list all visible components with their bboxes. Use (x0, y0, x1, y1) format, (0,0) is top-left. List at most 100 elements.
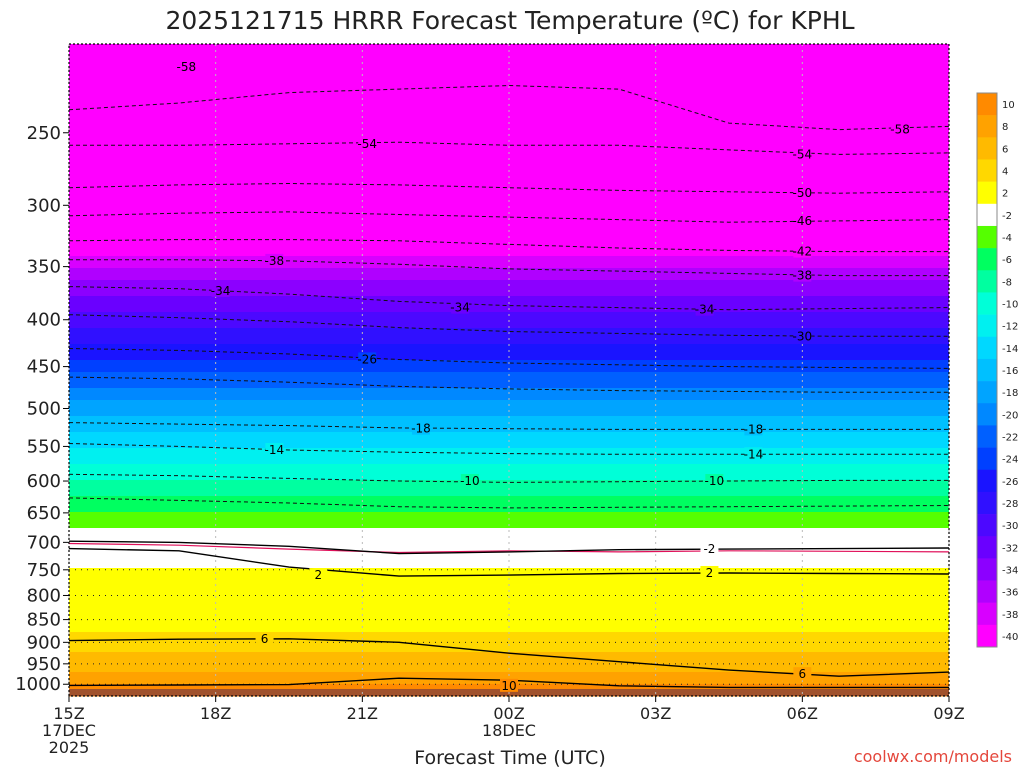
temperature-band (69, 92, 949, 97)
temperature-band (69, 376, 949, 381)
contour-label-bg (451, 300, 470, 314)
credit-link[interactable]: coolwx.com/models (854, 747, 1012, 766)
contours-solid: -2 2 2 6 6 10 (68, 540, 950, 693)
temperature-band (69, 668, 949, 673)
contour-label-bg (700, 565, 719, 579)
temperature-band (69, 644, 949, 649)
colorbar-label: -30 (1002, 521, 1018, 532)
contour-label-bg (793, 329, 812, 343)
temperature-band (69, 580, 949, 585)
temperature-band (69, 448, 949, 453)
colorbar-swatch (977, 514, 997, 537)
contour-label: -34 (211, 284, 231, 298)
temperature-band (69, 596, 949, 601)
temperature-band (69, 604, 949, 609)
temperature-band (69, 292, 949, 297)
temperature-band (69, 208, 949, 213)
chart-title: 2025121715 HRRR Forecast Temperature (ºC… (165, 6, 854, 35)
y-tick-label: 300 (27, 195, 61, 216)
colorbar-label: -6 (1002, 255, 1012, 266)
temperature-band (69, 592, 949, 597)
colorbar-swatch (977, 403, 997, 426)
colorbar-label: -10 (1002, 300, 1018, 311)
colorbar-swatch (977, 624, 997, 648)
temperature-band (69, 568, 949, 573)
contour-label-bg (358, 352, 377, 366)
contour-label: 6 (799, 667, 807, 681)
temperature-band (69, 356, 949, 361)
colorbar-swatch (977, 447, 997, 471)
colorbar-label: -14 (1002, 344, 1018, 355)
temperature-band (69, 584, 949, 589)
colorbar-swatch (977, 358, 997, 382)
colorbar-frame (976, 92, 998, 648)
colorbar-label: -2 (1002, 211, 1012, 222)
temperature-band (69, 352, 949, 357)
temperature-band (69, 296, 949, 301)
y-tick-label: 1000 (15, 674, 61, 695)
contour-label-bg (793, 213, 812, 227)
temperature-band (69, 316, 949, 321)
temperature-band (69, 512, 949, 517)
x-tick-label: 18Z (200, 704, 231, 723)
temperature-band (69, 332, 949, 337)
contour-label-bg (265, 443, 284, 457)
temperature-band (69, 616, 949, 621)
y-tick-label: 850 (27, 610, 61, 631)
contour-line-solid (68, 547, 950, 577)
temperature-band (69, 488, 949, 493)
colorbar-label: 10 (1002, 100, 1015, 111)
temperature-band (69, 628, 949, 633)
contour-label-bg (265, 253, 284, 267)
contour-label: -42 (793, 245, 813, 259)
contour-label-bg (891, 122, 910, 136)
temperature-band (69, 640, 949, 645)
temperature-band (69, 560, 949, 565)
colorbar-swatch (977, 248, 997, 271)
colorbar-label: -36 (1002, 588, 1018, 599)
colorbar-label: -38 (1002, 610, 1018, 621)
temperature-band (69, 304, 949, 309)
temperature-band (69, 632, 949, 637)
colorbar-swatch (977, 93, 997, 116)
temperature-band (69, 76, 949, 81)
colorbar-swatch (977, 115, 997, 138)
temperature-band (69, 52, 949, 57)
temperature-band (69, 116, 949, 121)
temperature-band (69, 544, 949, 549)
contour-label-bg (211, 283, 230, 297)
temperature-band (69, 212, 949, 217)
colorbar-swatch (977, 381, 997, 404)
contour-label-bg (793, 244, 812, 258)
contour-line-solid (68, 540, 950, 555)
contour-label-bg (793, 667, 812, 681)
colorbar-label: -12 (1002, 322, 1018, 333)
temperature-band (69, 652, 949, 657)
colorbar-label: -18 (1002, 388, 1018, 399)
y-tick-label: 950 (27, 654, 61, 675)
temperature-band (69, 140, 949, 145)
freezing-line (68, 542, 950, 554)
temperature-band (69, 500, 949, 505)
contour-label: 2 (315, 568, 323, 582)
contour-label-bg (500, 678, 518, 692)
temperature-band (69, 404, 949, 409)
colorbar-label: -24 (1002, 455, 1018, 466)
contour-label-bg (793, 186, 812, 200)
temperature-band (69, 536, 949, 541)
temperature-band (69, 272, 949, 277)
temperature-band (69, 188, 949, 193)
temperature-band (69, 148, 949, 153)
y-tick-label: 450 (27, 357, 61, 378)
temperature-band (69, 508, 949, 513)
y-tick-label: 350 (27, 257, 61, 278)
y-tick-label: 400 (27, 310, 61, 331)
temperature-band (69, 268, 949, 273)
contour-label-bg (705, 474, 724, 488)
temperature-band (69, 328, 949, 333)
temperature-band (69, 608, 949, 613)
temperature-band (69, 464, 949, 469)
colorbar-swatch (977, 602, 997, 626)
contour-label: -14 (744, 447, 764, 461)
colorbar-label: -28 (1002, 499, 1018, 510)
